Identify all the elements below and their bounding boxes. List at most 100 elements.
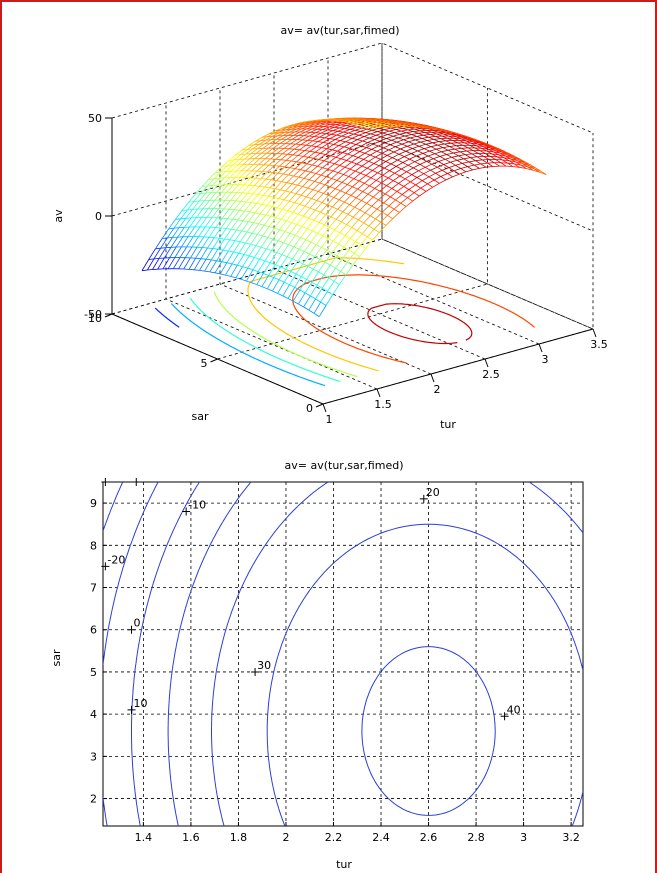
mesh-segment [319, 249, 327, 260]
mesh-segment [326, 240, 334, 251]
mesh-segment [364, 205, 373, 214]
mesh-segment [254, 204, 263, 214]
mesh-segment [361, 233, 368, 238]
mesh-segment [319, 136, 325, 139]
mesh-segment [330, 121, 338, 125]
mesh-segment [277, 293, 283, 297]
mesh-segment [277, 231, 286, 242]
mesh-segment [418, 145, 425, 149]
mesh-segment [280, 182, 288, 191]
mesh-segment [297, 251, 305, 262]
mesh-segment [463, 157, 471, 160]
mesh-segment [300, 144, 307, 146]
mesh-segment [417, 124, 425, 127]
mesh-segment [204, 192, 212, 201]
mesh-segment [254, 246, 262, 258]
mesh-segment [264, 186, 270, 189]
mesh-segment [307, 256, 316, 267]
mesh-segment [411, 132, 419, 135]
mesh-segment [237, 219, 244, 222]
mesh-segment [485, 166, 493, 168]
mesh-segment [186, 236, 194, 248]
mesh-segment [313, 312, 320, 317]
mesh-segment [305, 230, 313, 241]
mesh-segment [212, 238, 220, 249]
mesh-segment [361, 225, 370, 234]
mesh-segment [225, 165, 233, 172]
mesh-segment [493, 162, 500, 167]
mesh-segment [458, 155, 464, 160]
mesh-segment [452, 173, 460, 178]
mesh-segment [214, 237, 220, 239]
mesh-segment [364, 152, 371, 156]
mesh-segment [312, 189, 319, 192]
mesh-segment [370, 172, 378, 179]
mesh-segment [280, 153, 288, 161]
mesh-segment [454, 148, 461, 153]
mesh-segment [473, 164, 480, 169]
mesh-segment [446, 154, 453, 158]
mesh-segment [359, 203, 367, 211]
mesh-segment [256, 195, 264, 204]
mesh-segment [360, 167, 368, 174]
mesh-segment [283, 242, 289, 246]
mesh-segment [410, 150, 418, 154]
mesh-segment [419, 191, 427, 197]
mesh-segment [424, 146, 432, 149]
mesh-segment [413, 143, 420, 147]
mesh-segment [307, 136, 315, 141]
mesh-segment [516, 160, 524, 163]
mesh-segment [266, 197, 274, 206]
mesh-segment [407, 197, 413, 202]
mesh-segment [264, 260, 271, 264]
contour-x-axis-label: tur [336, 858, 352, 871]
mesh-segment [182, 226, 190, 238]
mesh-segment [302, 263, 309, 267]
mesh-segment [470, 142, 478, 145]
mesh-segment [463, 158, 470, 163]
mesh-segment [250, 234, 258, 245]
mesh-segment [338, 141, 346, 146]
mesh-segment [366, 143, 374, 148]
mesh-segment [180, 209, 188, 220]
mesh-segment [231, 252, 240, 265]
mesh-segment [239, 209, 245, 212]
mesh-segment [497, 148, 505, 152]
mesh-segment [329, 226, 335, 231]
mesh-segment [269, 262, 276, 266]
mesh-segment [532, 169, 540, 173]
mesh-segment [404, 134, 412, 137]
mesh-segment [454, 147, 462, 150]
mesh-segment [392, 135, 399, 139]
mesh-segment [334, 221, 342, 231]
mesh-segment [214, 191, 222, 201]
mesh-segment [349, 204, 355, 208]
mesh-segment [416, 155, 422, 159]
mesh-segment [401, 129, 408, 132]
mesh-segment [465, 140, 473, 142]
mesh-segment [212, 199, 221, 209]
mesh-segment [274, 165, 280, 167]
mesh-segment [470, 157, 476, 162]
mesh-segment [244, 210, 250, 213]
mesh-segment [410, 177, 418, 183]
mesh-segment [306, 278, 312, 283]
mesh-segment [385, 218, 393, 226]
mesh-segment [374, 120, 382, 123]
mesh-segment [206, 258, 212, 261]
mesh-segment [400, 145, 408, 150]
mesh-segment [274, 181, 282, 189]
mesh-segment [329, 134, 337, 139]
mesh-segment [295, 168, 301, 171]
mesh-segment [534, 168, 542, 172]
mesh-segment [361, 145, 367, 148]
mesh-segment [388, 146, 396, 151]
mesh-segment [246, 222, 254, 233]
mesh-segment [308, 173, 317, 181]
mesh-segment [428, 136, 436, 138]
mesh-segment [160, 237, 168, 249]
mesh-segment [338, 192, 346, 201]
mesh-segment [321, 246, 327, 251]
mesh-segment [283, 271, 292, 283]
